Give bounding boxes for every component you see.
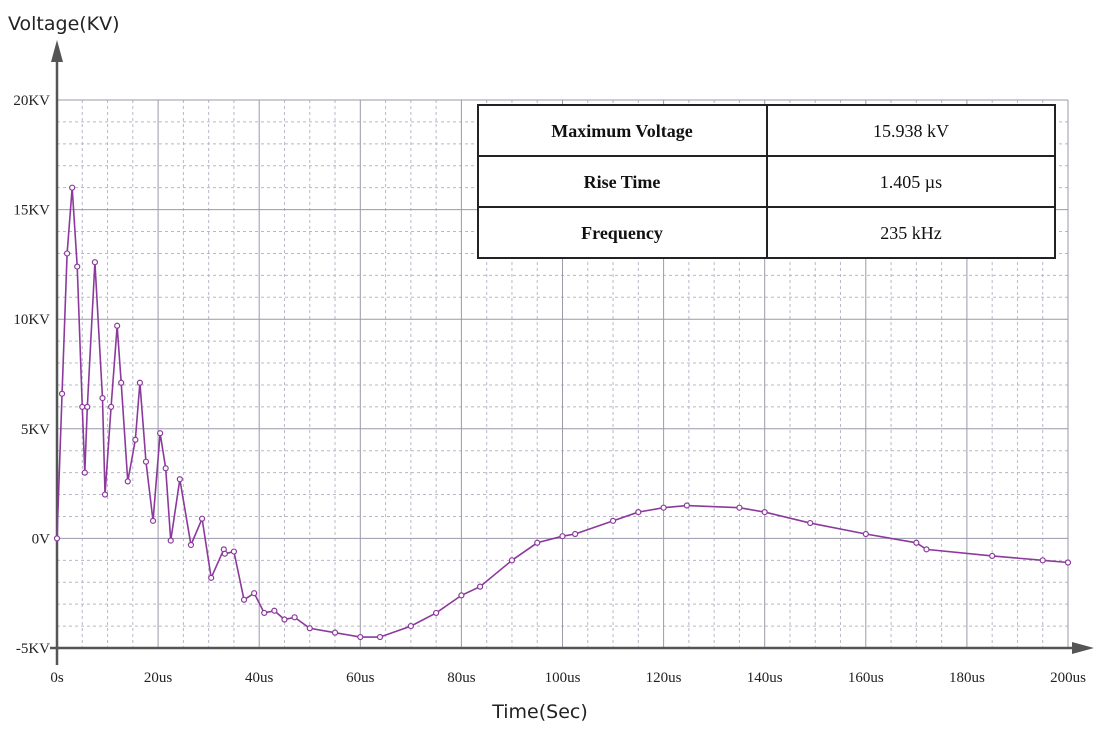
data-point bbox=[92, 260, 97, 265]
y-tick-label: 5KV bbox=[21, 422, 50, 438]
data-point bbox=[333, 630, 338, 635]
data-point bbox=[75, 264, 80, 269]
data-point bbox=[737, 505, 742, 510]
x-axis-arrow bbox=[1072, 642, 1094, 654]
x-tick-label: 20us bbox=[144, 670, 173, 686]
table-value: 235 kHz bbox=[880, 223, 942, 243]
data-point bbox=[177, 477, 182, 482]
chart: Voltage(KV) Time(Sec) 0s 20us 40us 60us 80us… bbox=[0, 0, 1098, 729]
table-value: 1.405 µs bbox=[880, 172, 942, 192]
data-point bbox=[560, 534, 565, 539]
data-point bbox=[478, 584, 483, 589]
x-tick-label: 60us bbox=[346, 670, 375, 686]
data-point bbox=[914, 540, 919, 545]
y-tick-label: -5KV bbox=[16, 641, 50, 657]
y-tick-label: 15KV bbox=[13, 203, 50, 219]
data-point bbox=[636, 510, 641, 515]
data-point bbox=[242, 597, 247, 602]
x-tick-label: 200us bbox=[1050, 670, 1086, 686]
y-axis-arrow bbox=[51, 40, 63, 62]
data-point bbox=[60, 391, 65, 396]
x-tick-label: 160us bbox=[848, 670, 884, 686]
info-table: Maximum Voltage 15.938 kV Rise Time 1.405 µ… bbox=[478, 105, 1055, 258]
data-point bbox=[200, 516, 205, 521]
data-point bbox=[1040, 558, 1045, 563]
x-tick-label: 140us bbox=[747, 670, 783, 686]
data-point bbox=[82, 470, 87, 475]
data-point bbox=[408, 624, 413, 629]
x-tick-label: 80us bbox=[447, 670, 476, 686]
data-point bbox=[168, 538, 173, 543]
table-label: Rise Time bbox=[584, 172, 661, 192]
data-point bbox=[434, 610, 439, 615]
data-point bbox=[119, 380, 124, 385]
data-point bbox=[272, 608, 277, 613]
table-value: 15.938 kV bbox=[873, 121, 949, 141]
table-label: Maximum Voltage bbox=[551, 121, 693, 141]
data-point bbox=[103, 492, 108, 497]
data-point bbox=[80, 404, 85, 409]
data-point bbox=[115, 323, 120, 328]
data-point bbox=[292, 615, 297, 620]
data-point bbox=[863, 532, 868, 537]
data-point bbox=[100, 396, 105, 401]
data-point bbox=[222, 551, 227, 556]
data-point bbox=[158, 431, 163, 436]
data-point bbox=[109, 404, 114, 409]
data-point bbox=[151, 518, 156, 523]
data-point bbox=[684, 503, 689, 508]
data-point bbox=[125, 479, 130, 484]
data-point bbox=[661, 505, 666, 510]
data-point bbox=[70, 185, 75, 190]
data-point bbox=[924, 547, 929, 552]
table-label: Frequency bbox=[581, 223, 663, 243]
x-tick-label: 0s bbox=[50, 670, 64, 686]
data-point bbox=[163, 466, 168, 471]
data-point bbox=[808, 521, 813, 526]
data-point bbox=[990, 553, 995, 558]
data-point bbox=[65, 251, 70, 256]
y-tick-label: 20KV bbox=[13, 93, 50, 109]
data-point bbox=[307, 626, 312, 631]
x-tick-label: 180us bbox=[949, 670, 985, 686]
data-point bbox=[762, 510, 767, 515]
data-point bbox=[509, 558, 514, 563]
data-point bbox=[85, 404, 90, 409]
data-point bbox=[137, 380, 142, 385]
x-tick-label: 120us bbox=[646, 670, 682, 686]
data-point bbox=[252, 591, 257, 596]
x-tick-label: 40us bbox=[245, 670, 274, 686]
data-point bbox=[133, 437, 138, 442]
data-point bbox=[143, 459, 148, 464]
data-point bbox=[459, 593, 464, 598]
data-point bbox=[611, 518, 616, 523]
data-point bbox=[535, 540, 540, 545]
data-point bbox=[1066, 560, 1071, 565]
data-point bbox=[378, 635, 383, 640]
data-point bbox=[188, 542, 193, 547]
x-tick-label: 100us bbox=[545, 670, 581, 686]
data-point bbox=[358, 635, 363, 640]
data-point bbox=[282, 617, 287, 622]
data-point bbox=[573, 532, 578, 537]
data-point bbox=[262, 610, 267, 615]
data-point bbox=[231, 549, 236, 554]
data-point bbox=[55, 536, 60, 541]
y-tick-label: 10KV bbox=[13, 312, 50, 328]
data-point bbox=[209, 575, 214, 580]
y-axis-label: Voltage(KV) bbox=[8, 13, 120, 35]
x-axis-label: Time(Sec) bbox=[491, 701, 588, 723]
y-tick-label: 0V bbox=[32, 531, 51, 547]
